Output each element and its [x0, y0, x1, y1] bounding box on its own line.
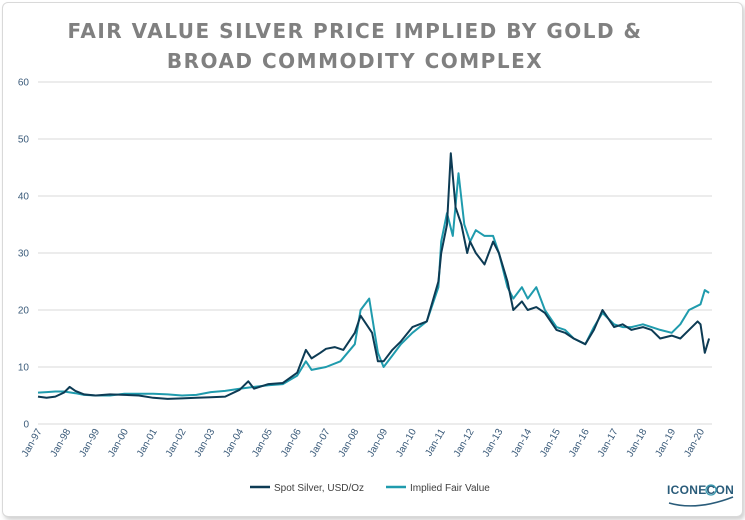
x-tick-label: Jan-98	[49, 427, 74, 459]
x-tick-label: Jan-05	[250, 427, 275, 459]
iconecon-logo: ICONECON	[667, 481, 735, 509]
x-tick-label: Jan-09	[365, 427, 390, 459]
x-tick-label: Jan-12	[452, 427, 477, 459]
x-tick-label: Jan-11	[423, 427, 448, 459]
x-tick-label: Jan-01	[135, 427, 160, 459]
x-tick-label: Jan-20	[682, 427, 707, 459]
series-line-implied-fair-value	[37, 172, 710, 397]
legend: Spot Silver, USD/Oz Implied Fair Value	[250, 483, 490, 494]
y-tick-label: 30	[18, 249, 30, 260]
chart-title-line2: BROAD COMMODITY COMPLEX	[166, 49, 544, 73]
y-tick-label: 10	[18, 363, 30, 374]
y-tick-label: 0	[23, 420, 29, 431]
x-tick-label: Jan-19	[653, 427, 678, 459]
y-tick-label: 40	[18, 192, 30, 203]
x-tick-label: Jan-13	[481, 427, 506, 459]
x-tick-label: Jan-17	[596, 427, 621, 459]
x-axis-ticks: Jan-97 Jan-98 Jan-99 Jan-00 Jan-01 Jan-02 Jan-…	[20, 427, 708, 459]
x-tick-label: Jan-07	[308, 427, 333, 459]
y-tick-label: 20	[18, 306, 30, 317]
x-tick-label: Jan-08	[337, 427, 362, 459]
legend-label-implied-fair-value: Implied Fair Value	[410, 483, 490, 494]
chart-title: FAIR VALUE SILVER PRICE IMPLIED BY GOLD …	[0, 16, 710, 76]
y-tick-label: 60	[18, 78, 30, 89]
y-tick-label: 50	[18, 135, 30, 146]
x-tick-label: Jan-18	[625, 427, 650, 459]
x-tick-label: Jan-14	[509, 427, 534, 459]
legend-label-spot-silver: Spot Silver, USD/Oz	[274, 483, 364, 494]
x-tick-label: Jan-99	[77, 427, 102, 459]
x-tick-label: Jan-03	[193, 427, 218, 459]
x-tick-label: Jan-00	[106, 427, 131, 459]
logo-text-left: ICON	[667, 483, 699, 497]
x-tick-label: Jan-04	[221, 427, 246, 459]
x-tick-label: Jan-15	[538, 427, 563, 459]
x-tick-label: Jan-10	[394, 427, 419, 459]
chart-title-line1: FAIR VALUE SILVER PRICE IMPLIED BY GOLD …	[67, 19, 643, 43]
x-tick-label: Jan-02	[164, 427, 189, 459]
x-tick-label: Jan-06	[279, 427, 304, 459]
series-lines	[37, 152, 711, 400]
gridlines	[38, 81, 712, 425]
y-axis-ticks: 0 10 20 30 40 50 60	[18, 78, 30, 431]
x-tick-label: Jan-16	[567, 427, 592, 459]
series-line-spot-silver	[37, 152, 711, 400]
logo-swoosh-icon	[668, 484, 734, 507]
x-tick-label: Jan-97	[20, 427, 45, 459]
